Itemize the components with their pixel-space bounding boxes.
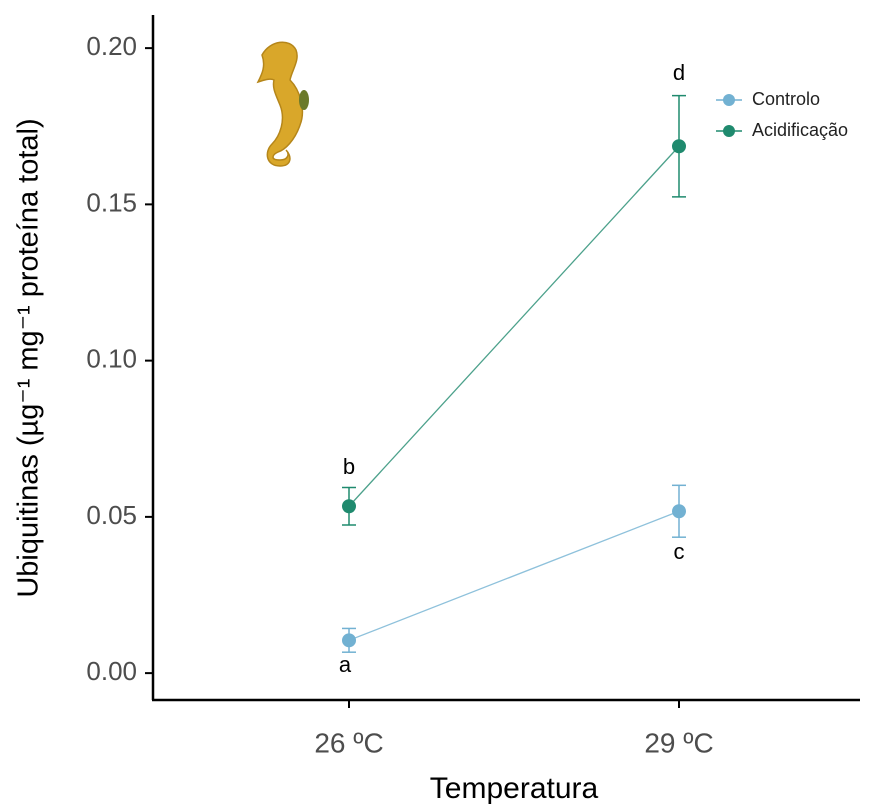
seahorse-body <box>256 41 304 167</box>
series-line <box>348 145 680 507</box>
legend-label: Acidificação <box>752 120 848 140</box>
point <box>342 499 356 514</box>
series-line <box>348 510 680 641</box>
legend-marker <box>723 94 735 106</box>
seahorse-icon <box>256 41 309 167</box>
legend-marker <box>723 125 735 137</box>
point <box>672 139 686 154</box>
x-tick-label: 26 ºC <box>314 727 383 758</box>
y-axis-label: Ubiquitinas (µg⁻¹ mg⁻¹ proteína total) <box>13 118 45 597</box>
y-tick-label: 0.05 <box>86 500 137 530</box>
point <box>342 633 356 648</box>
annotation: d <box>673 60 685 85</box>
annotation: b <box>343 454 355 479</box>
seahorse-fin <box>299 90 309 110</box>
x-axis-label: Temperatura <box>430 772 599 805</box>
y-tick-label: 0.10 <box>86 344 137 374</box>
y-tick-label: 0.00 <box>86 656 137 686</box>
annotation: a <box>339 652 352 677</box>
y-tick-label: 0.15 <box>86 187 137 217</box>
y-tick-label: 0.20 <box>86 31 137 61</box>
point <box>672 504 686 519</box>
legend-label: Controlo <box>752 89 820 109</box>
annotation: c <box>674 539 685 564</box>
x-tick-label: 29 ºC <box>644 727 713 758</box>
